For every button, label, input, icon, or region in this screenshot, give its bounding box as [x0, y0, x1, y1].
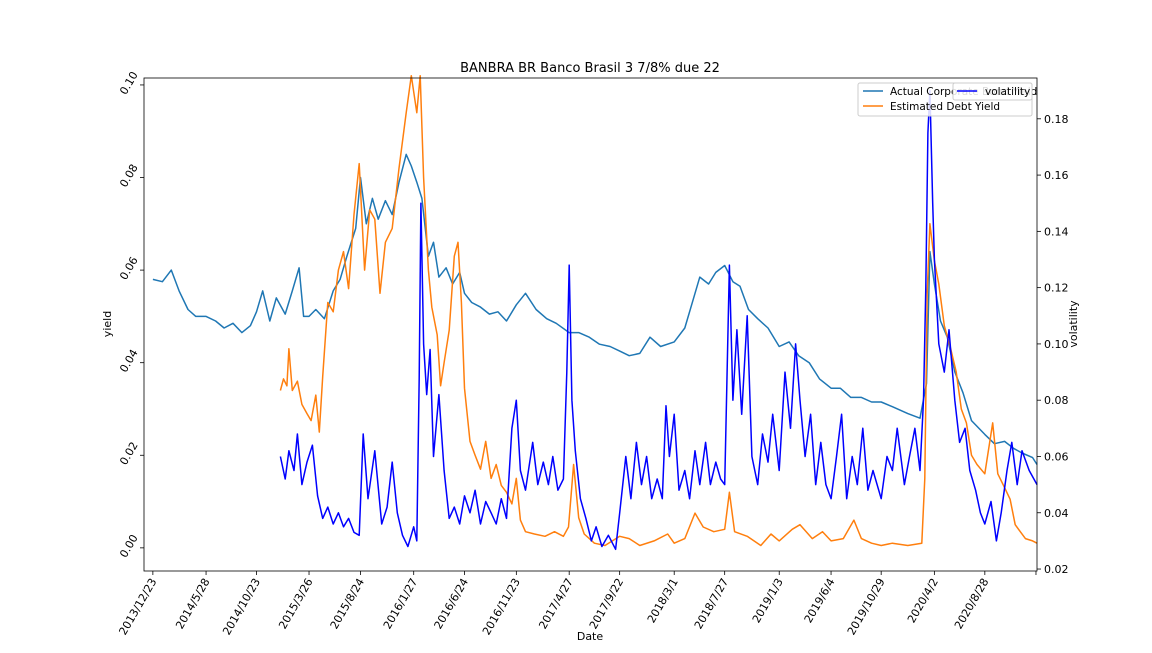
- y-axis-label: yield: [101, 311, 114, 337]
- legend-right-box: [952, 82, 1033, 101]
- plot-frame: [143, 77, 1038, 572]
- x-tick-label: 2016/11/23: [480, 576, 523, 637]
- x-tick-label: 2020/8/28: [952, 576, 991, 631]
- plot-lines: [152, 74, 1038, 551]
- x-tick-label: 2014/10/23: [220, 576, 263, 637]
- y-tick-label: 0.04: [117, 347, 141, 375]
- x-axis: 2013/12/23 2014/5/28 2014/10/23 2015/3/26 20…: [117, 571, 1037, 637]
- y2-axis-label: volatility: [1067, 300, 1080, 348]
- x-axis-label: Date: [577, 630, 604, 643]
- y2-tick-label: 0.16: [1044, 169, 1069, 182]
- x-tick-label: 2016/1/27: [381, 576, 420, 631]
- y-tick-label: 0.10: [117, 69, 141, 97]
- y2-tick-label: 0.08: [1044, 394, 1069, 407]
- y2-tick-label: 0.14: [1044, 225, 1069, 238]
- x-tick-label: 2019/6/4: [802, 576, 838, 625]
- x-tick-label: 2019/1/3: [750, 576, 786, 625]
- x-tick-label: 2017/4/27: [536, 576, 575, 631]
- y2-tick-label: 0.18: [1044, 113, 1069, 126]
- y-tick-label: 0.02: [117, 440, 141, 468]
- legend-right: volatility: [952, 82, 1033, 101]
- x-tick-label: 2013/12/23: [117, 576, 160, 637]
- y2-tick-label: 0.02: [1044, 563, 1069, 576]
- x-tick-label: 2017/9/22: [587, 576, 626, 631]
- x-tick-label: 2018/3/1: [645, 576, 681, 625]
- legend-label-volatility: volatility: [985, 86, 1030, 98]
- x-tick-label: 2015/8/24: [328, 576, 367, 631]
- y2-tick-label: 0.04: [1044, 507, 1069, 520]
- y-axis-right: 0.02 0.04 0.06 0.08 0.10 0.12 0.14 0.16 0.18: [1037, 113, 1069, 576]
- y-tick-label: 0.06: [117, 254, 141, 282]
- series-line-actual-corporate-bond-yield: [152, 153, 1038, 465]
- x-tick-label: 2019/10/29: [845, 576, 888, 637]
- chart-title: BANBRA BR Banco Brasil 3 7/8% due 22: [460, 61, 720, 76]
- y-tick-label: 0.00: [117, 532, 141, 560]
- y2-tick-label: 0.10: [1044, 338, 1069, 351]
- x-tick-label: 2018/7/27: [692, 576, 731, 631]
- legend-label-estimated: Estimated Debt Yield: [890, 101, 1000, 113]
- x-tick-label: 2016/6/24: [432, 576, 471, 631]
- x-tick-label: 2020/4/2: [905, 576, 941, 625]
- series-line-estimated-debt-yield: [279, 74, 1038, 547]
- y2-tick-label: 0.12: [1044, 282, 1069, 295]
- y2-tick-label: 0.06: [1044, 450, 1069, 463]
- y-axis-left: 0.00 0.02 0.04 0.06 0.08 0.10: [117, 69, 144, 560]
- x-tick-label: 2014/5/28: [173, 576, 212, 631]
- y-tick-label: 0.08: [117, 162, 141, 190]
- series-line-volatility: [279, 89, 1038, 551]
- x-tick-label: 2015/3/26: [276, 576, 315, 631]
